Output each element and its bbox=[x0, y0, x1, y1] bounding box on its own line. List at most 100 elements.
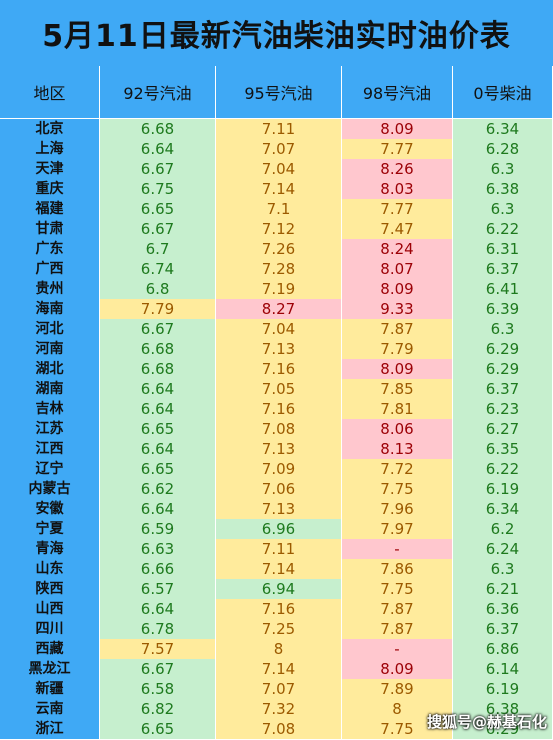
price-92-cell: 6.65 bbox=[100, 419, 216, 440]
price-98-cell: 7.87 bbox=[342, 619, 453, 640]
price-98-cell: 7.97 bbox=[342, 519, 453, 540]
price-92-cell: 6.65 bbox=[100, 459, 216, 480]
price-98-cell: 7.77 bbox=[342, 139, 453, 160]
price-98-cell: 8.24 bbox=[342, 239, 453, 260]
region-cell: 福建 bbox=[0, 199, 100, 220]
price-98-cell: 7.81 bbox=[342, 399, 453, 420]
price-95-cell: 7.08 bbox=[216, 419, 342, 440]
price-92-cell: 6.66 bbox=[100, 559, 216, 580]
table-row: 河南 6.68 7.13 7.79 6.29 bbox=[0, 339, 553, 360]
price-92-cell: 6.64 bbox=[100, 139, 216, 160]
price-92-cell: 7.57 bbox=[100, 639, 216, 660]
price-diesel-cell: 6.23 bbox=[453, 399, 553, 420]
table-row: 新疆 6.58 7.07 7.89 6.19 bbox=[0, 679, 553, 700]
price-92-cell: 6.75 bbox=[100, 179, 216, 200]
table-row: 山西 6.64 7.16 7.87 6.36 bbox=[0, 599, 553, 620]
price-98-cell: 8.07 bbox=[342, 259, 453, 280]
price-98-cell: 8.09 bbox=[342, 279, 453, 300]
price-95-cell: 7.14 bbox=[216, 179, 342, 200]
price-diesel-cell: 6.3 bbox=[453, 199, 553, 220]
price-diesel-cell: 6.3 bbox=[453, 159, 553, 180]
table-row: 北京 6.68 7.11 8.09 6.34 bbox=[0, 119, 553, 140]
price-95-cell: 7.13 bbox=[216, 499, 342, 520]
header-region: 地区 bbox=[0, 66, 100, 119]
price-95-cell: 7.09 bbox=[216, 459, 342, 480]
price-diesel-cell: 6.35 bbox=[453, 439, 553, 460]
region-cell: 江西 bbox=[0, 439, 100, 460]
price-92-cell: 6.59 bbox=[100, 519, 216, 540]
price-98-cell: 7.75 bbox=[342, 579, 453, 600]
price-95-cell: 6.94 bbox=[216, 579, 342, 600]
region-cell: 甘肃 bbox=[0, 219, 100, 240]
price-98-cell: 8.13 bbox=[342, 439, 453, 460]
header-95: 95号汽油 bbox=[216, 66, 342, 119]
price-95-cell: 7.11 bbox=[216, 539, 342, 560]
price-98-cell: 7.86 bbox=[342, 559, 453, 580]
price-92-cell: 6.62 bbox=[100, 479, 216, 500]
region-cell: 湖北 bbox=[0, 359, 100, 380]
region-cell: 新疆 bbox=[0, 679, 100, 700]
table-row: 宁夏 6.59 6.96 7.97 6.2 bbox=[0, 519, 553, 540]
header-diesel: 0号柴油 bbox=[453, 66, 553, 119]
header-92: 92号汽油 bbox=[100, 66, 216, 119]
table-row: 广西 6.74 7.28 8.07 6.37 bbox=[0, 259, 553, 280]
price-diesel-cell: 6.37 bbox=[453, 259, 553, 280]
price-92-cell: 6.8 bbox=[100, 279, 216, 300]
price-92-cell: 6.67 bbox=[100, 319, 216, 340]
price-92-cell: 6.67 bbox=[100, 659, 216, 680]
price-95-cell: 7.06 bbox=[216, 479, 342, 500]
table-row: 江苏 6.65 7.08 8.06 6.27 bbox=[0, 419, 553, 440]
table-row: 山东 6.66 7.14 7.86 6.3 bbox=[0, 559, 553, 580]
price-diesel-cell: 6.38 bbox=[453, 179, 553, 200]
price-95-cell: 7.28 bbox=[216, 259, 342, 280]
price-diesel-cell: 6.29 bbox=[453, 719, 553, 740]
table-row: 湖南 6.64 7.05 7.85 6.37 bbox=[0, 379, 553, 400]
price-diesel-cell: 6.36 bbox=[453, 599, 553, 620]
price-95-cell: 8.27 bbox=[216, 299, 342, 320]
region-cell: 四川 bbox=[0, 619, 100, 640]
price-92-cell: 6.58 bbox=[100, 679, 216, 700]
price-diesel-cell: 6.34 bbox=[453, 119, 553, 140]
price-95-cell: 7.26 bbox=[216, 239, 342, 260]
price-95-cell: 7.25 bbox=[216, 619, 342, 640]
price-95-cell: 7.07 bbox=[216, 139, 342, 160]
table-row: 西藏 7.57 8-6.86 bbox=[0, 639, 553, 660]
table-row: 甘肃 6.67 7.12 7.47 6.22 bbox=[0, 219, 553, 240]
table-row: 天津 6.67 7.04 8.26 6.3 bbox=[0, 159, 553, 180]
price-95-cell: 7.32 bbox=[216, 699, 342, 720]
price-92-cell: 6.74 bbox=[100, 259, 216, 280]
price-diesel-cell: 6.86 bbox=[453, 639, 553, 660]
region-cell: 广西 bbox=[0, 259, 100, 280]
price-92-cell: 6.64 bbox=[100, 439, 216, 460]
price-98-cell: 8.03 bbox=[342, 179, 453, 200]
price-98-cell: 7.47 bbox=[342, 219, 453, 240]
price-95-cell: 7.14 bbox=[216, 559, 342, 580]
price-98-cell: 7.89 bbox=[342, 679, 453, 700]
price-98-cell: 8.09 bbox=[342, 119, 453, 140]
price-98-cell: - bbox=[342, 539, 453, 560]
table-row: 吉林 6.64 7.16 7.81 6.23 bbox=[0, 399, 553, 420]
region-cell: 内蒙古 bbox=[0, 479, 100, 500]
price-95-cell: 7.08 bbox=[216, 719, 342, 740]
price-95-cell: 7.11 bbox=[216, 119, 342, 140]
region-cell: 云南 bbox=[0, 699, 100, 720]
region-cell: 辽宁 bbox=[0, 459, 100, 480]
price-98-cell: 7.75 bbox=[342, 479, 453, 500]
region-cell: 湖南 bbox=[0, 379, 100, 400]
table-row: 重庆 6.75 7.14 8.03 6.38 bbox=[0, 179, 553, 200]
price-diesel-cell: 6.3 bbox=[453, 319, 553, 340]
region-cell: 重庆 bbox=[0, 179, 100, 200]
price-diesel-cell: 6.28 bbox=[453, 139, 553, 160]
table-row: 海南 7.79 8.27 9.33 6.39 bbox=[0, 299, 553, 320]
table-row: 辽宁 6.65 7.09 7.72 6.22 bbox=[0, 459, 553, 480]
price-92-cell: 6.64 bbox=[100, 379, 216, 400]
price-diesel-cell: 6.24 bbox=[453, 539, 553, 560]
price-92-cell: 6.57 bbox=[100, 579, 216, 600]
region-cell: 河南 bbox=[0, 339, 100, 360]
price-98-cell: 7.77 bbox=[342, 199, 453, 220]
price-95-cell: 7.16 bbox=[216, 399, 342, 420]
price-diesel-cell: 6.29 bbox=[453, 339, 553, 360]
region-cell: 安徽 bbox=[0, 499, 100, 520]
table-row: 福建 6.65 7.1 7.77 6.3 bbox=[0, 199, 553, 220]
region-cell: 吉林 bbox=[0, 399, 100, 420]
